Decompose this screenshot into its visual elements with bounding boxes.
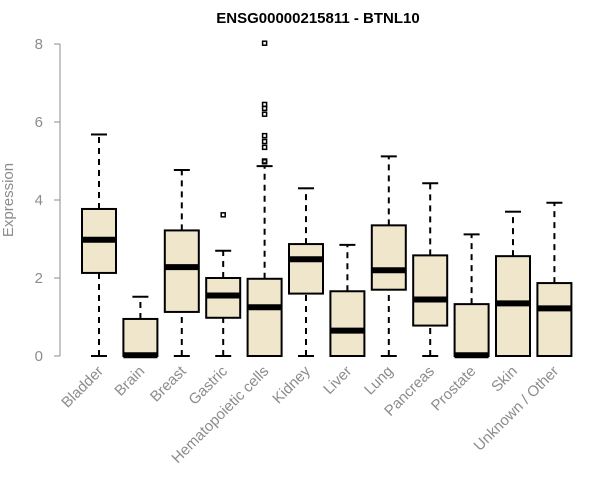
chart-title: ENSG00000215811 - BTNL10 (216, 10, 419, 27)
y-tick-label: 0 (35, 348, 43, 365)
box-kidney (288, 187, 324, 357)
box-bladder (81, 133, 117, 357)
outlier-point (220, 212, 226, 218)
y-axis-label: Expression (0, 163, 17, 237)
x-tick-label: Prostate (428, 363, 480, 415)
box-brain (122, 295, 159, 359)
outlier-point (261, 138, 268, 145)
x-tick-label: Kidney (269, 362, 314, 407)
box-gastric (205, 212, 242, 357)
outlier-point (261, 111, 268, 117)
y-tick-label: 8 (35, 36, 43, 53)
box-hematopoietic-cells (246, 40, 283, 357)
box-breast (163, 168, 200, 357)
x-tick-label: Brain (111, 363, 148, 400)
y-tick-label: 2 (35, 270, 43, 287)
box-unknown-other (536, 201, 573, 358)
x-tick-label: Liver (320, 363, 355, 398)
boxes-group (81, 40, 573, 359)
box-pancreas (412, 182, 449, 357)
iqr-box (536, 282, 573, 358)
y-tick-label: 6 (35, 114, 43, 131)
iqr-box (288, 243, 324, 295)
outlier-point (261, 132, 268, 139)
x-tick-label: Breast (147, 362, 190, 405)
x-tick-label: Lung (361, 363, 397, 399)
iqr-box (163, 229, 200, 313)
iqr-box (412, 254, 449, 327)
outlier-point (261, 159, 268, 165)
outlier-point (261, 105, 268, 112)
x-tick-label: Skin (488, 363, 521, 396)
box-skin (495, 210, 531, 357)
iqr-box (453, 303, 490, 358)
y-axis: 0 2 4 6 8 (35, 36, 61, 365)
y-tick-label: 4 (35, 192, 43, 209)
box-prostate (453, 233, 490, 359)
outlier-point (261, 144, 268, 151)
iqr-box (246, 277, 283, 357)
box-liver (329, 243, 366, 358)
iqr-box (329, 290, 366, 358)
box-lung (370, 155, 407, 357)
iqr-box (370, 224, 407, 291)
iqr-box (122, 317, 159, 358)
outlier-point (261, 40, 268, 46)
x-tick-label: Bladder (58, 363, 107, 412)
